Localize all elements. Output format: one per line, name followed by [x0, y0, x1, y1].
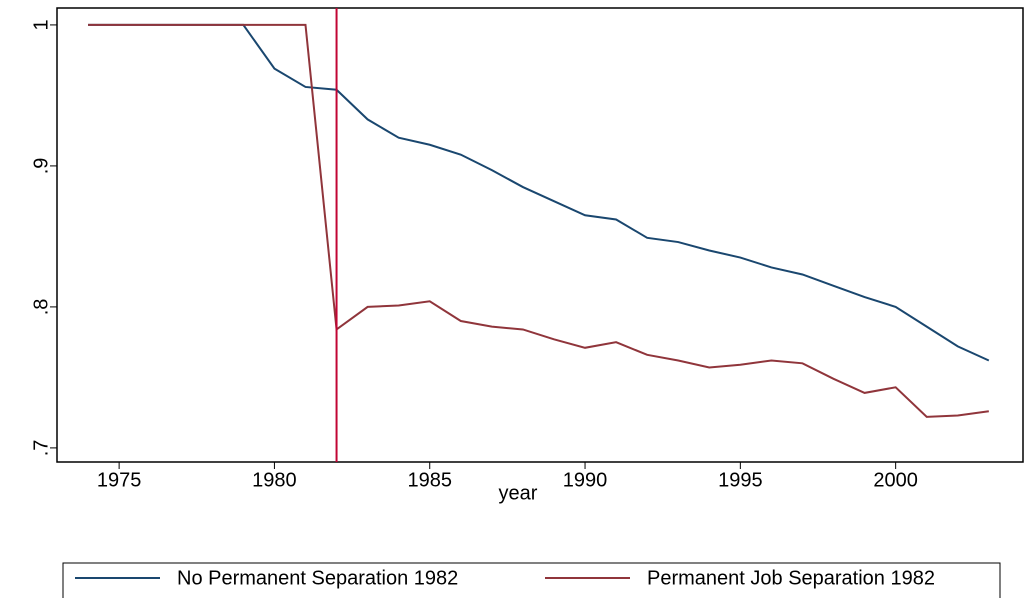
- y-tick-label: .8: [30, 299, 52, 316]
- y-tick-label: .7: [30, 440, 52, 457]
- legend-label: No Permanent Separation 1982: [177, 567, 458, 589]
- x-tick-label: 1985: [407, 469, 452, 491]
- plot-frame: [56, 7, 1024, 463]
- x-tick-label: 1990: [563, 469, 608, 491]
- legend-label: Permanent Job Separation 1982: [647, 567, 935, 589]
- x-tick-label: 1995: [718, 469, 763, 491]
- y-tick-label: .9: [30, 158, 52, 175]
- series-line: [88, 23, 989, 418]
- legend-box: [62, 562, 1001, 598]
- y-tick-label: 1: [30, 19, 52, 30]
- x-axis-label: year: [499, 482, 538, 504]
- x-tick-label: 1975: [97, 469, 142, 491]
- x-tick-label: 1980: [252, 469, 297, 491]
- x-tick-label: 2000: [873, 469, 918, 491]
- series-line: [88, 23, 990, 362]
